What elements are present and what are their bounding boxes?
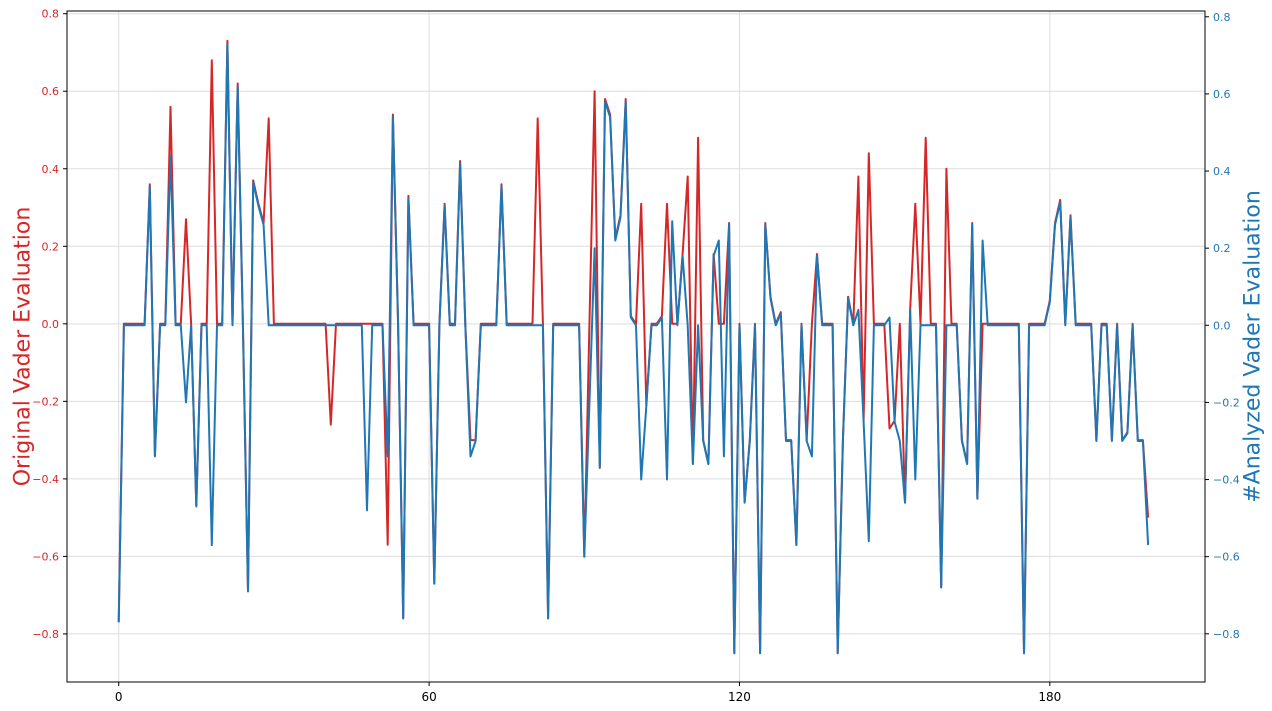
- tick-layer: 0 60 120 180 −0.8 −0.6 −0.4 −0.2 0.0 0.2 0.4 0.6 0.8…: [32, 8, 1239, 704]
- series-line-analyzed: [117, 42, 1150, 655]
- series-layer: [117, 39, 1150, 655]
- y-tick-label-left: 0.0: [42, 318, 60, 331]
- y-tick-label-left: 0.4: [42, 163, 60, 176]
- x-tick-label: 180: [1038, 690, 1061, 704]
- x-tick-label: 60: [421, 690, 436, 704]
- y-tick-label-left: 0.2: [42, 240, 60, 253]
- y-tick-label-left: 0.6: [42, 85, 60, 98]
- series-line-original: [117, 39, 1150, 655]
- y-tick-label-left: −0.8: [32, 628, 59, 641]
- y-tick-label-left: −0.2: [32, 395, 59, 408]
- y-tick-label-right: 0.6: [1213, 88, 1231, 101]
- plot-frame: [66, 10, 1206, 683]
- y-tick-label-right: −0.8: [1213, 628, 1240, 641]
- y-tick-label-left: −0.4: [32, 473, 59, 486]
- y-tick-label-right: 0.4: [1213, 165, 1231, 178]
- y-tick-label-right: 0.8: [1213, 11, 1231, 24]
- y-axis-label-right: #Analyzed Vader Evaluation: [1241, 190, 1266, 503]
- x-tick-label: 0: [115, 690, 123, 704]
- y-tick-label-right: −0.4: [1213, 474, 1240, 487]
- y-axis-label-left: Original Vader Evaluation: [11, 207, 36, 487]
- y-tick-label-left: 0.8: [42, 8, 60, 21]
- y-tick-label-right: 0.0: [1213, 319, 1231, 332]
- y-tick-label-right: −0.6: [1213, 551, 1240, 564]
- y-tick-label-right: −0.2: [1213, 396, 1240, 409]
- y-tick-label-right: 0.2: [1213, 242, 1231, 255]
- y-tick-label-left: −0.6: [32, 550, 59, 563]
- x-tick-label: 120: [728, 690, 751, 704]
